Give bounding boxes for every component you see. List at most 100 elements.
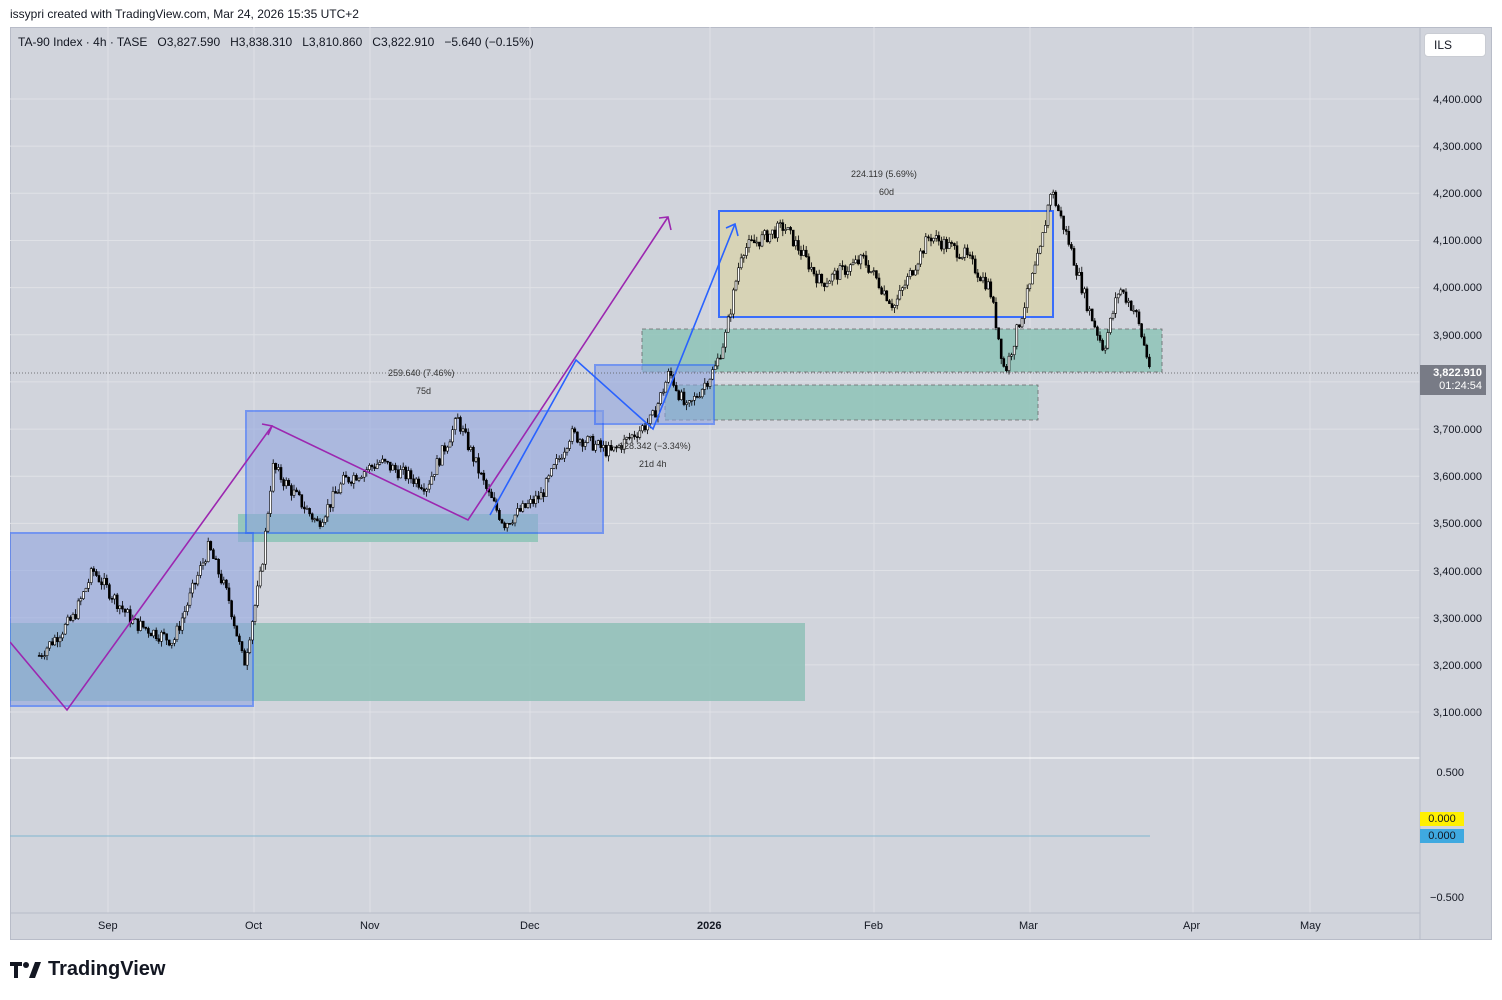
- candle-body: [160, 631, 163, 642]
- candle-body: [810, 267, 813, 270]
- candle-body: [625, 437, 629, 440]
- currency-button[interactable]: ILS: [1424, 33, 1486, 57]
- candle-body: [638, 430, 642, 438]
- candle-body: [162, 631, 166, 635]
- candle-body: [547, 475, 551, 479]
- candle-body: [339, 483, 343, 494]
- candle-body: [651, 410, 655, 416]
- candle-body: [173, 639, 176, 644]
- candle-body: [157, 638, 161, 642]
- candle-body: [1025, 288, 1029, 309]
- candle-body: [664, 381, 668, 393]
- candle-body: [1067, 230, 1071, 245]
- candle-body: [843, 265, 847, 275]
- range-annotation: -128.342 (−3.34%): [616, 441, 691, 451]
- candle-body: [318, 520, 322, 527]
- candle-body: [105, 577, 109, 586]
- candle-body: [726, 316, 730, 333]
- candle-body: [838, 265, 842, 280]
- candle-body: [752, 239, 756, 244]
- candle-body: [1046, 204, 1050, 226]
- candle-body: [906, 276, 909, 286]
- candle-body: [1103, 347, 1107, 351]
- price-tick: 4,200.000: [1433, 188, 1482, 200]
- candle-body: [126, 609, 129, 613]
- candle-body: [485, 479, 488, 489]
- candle-body: [1142, 336, 1146, 346]
- candle-body: [401, 466, 405, 470]
- candle-body: [589, 435, 592, 438]
- candle-body: [461, 428, 465, 432]
- candle-body: [898, 290, 902, 300]
- candle-body: [807, 256, 811, 270]
- candle-body: [110, 598, 114, 600]
- low-value: L3,810.860: [302, 35, 363, 49]
- candle-body: [261, 563, 265, 572]
- candle-body: [609, 445, 613, 451]
- candle-body: [71, 614, 75, 621]
- candle-body: [929, 237, 933, 242]
- candle-body: [134, 618, 137, 621]
- candle-body: [1085, 288, 1089, 311]
- price-tick: 3,900.000: [1433, 330, 1482, 342]
- candle-body: [508, 523, 512, 525]
- candle-body: [1137, 311, 1141, 325]
- candle-body: [817, 273, 821, 284]
- candle-body: [1031, 273, 1034, 285]
- price-tick: 3,300.000: [1433, 613, 1482, 625]
- candle-body: [1114, 297, 1117, 314]
- candle-body: [643, 425, 647, 431]
- candle-body: [703, 382, 707, 390]
- candle-body: [1036, 252, 1039, 266]
- candle-body: [724, 331, 727, 348]
- candle-body: [61, 633, 64, 639]
- candle-body: [594, 443, 597, 451]
- price-chart[interactable]: [10, 27, 1492, 940]
- candle-body: [152, 629, 155, 637]
- symbol-name[interactable]: TA-90 Index · 4h · TASE: [18, 35, 148, 49]
- candle-body: [729, 313, 733, 318]
- candle-body: [856, 259, 860, 265]
- time-tick: Oct: [245, 920, 263, 932]
- candle-body: [950, 242, 954, 244]
- blue-projection-path: [489, 223, 736, 516]
- candle-body: [882, 290, 886, 295]
- candle-body: [586, 436, 590, 443]
- time-tick: Apr: [1183, 920, 1201, 932]
- candle-body: [430, 476, 434, 485]
- candle-body: [386, 460, 389, 463]
- candle-body: [183, 611, 187, 619]
- candle-body: [154, 629, 158, 640]
- candle-body: [986, 281, 990, 290]
- candle-body: [979, 277, 982, 282]
- candle-body: [760, 234, 764, 247]
- candle-body: [214, 558, 218, 560]
- candle-body: [43, 655, 46, 657]
- tradingview-logo[interactable]: TradingView: [10, 958, 165, 981]
- range-box-4: [718, 210, 1054, 318]
- candle-body: [79, 598, 83, 602]
- candle-body: [193, 582, 197, 585]
- candle-body: [880, 287, 883, 295]
- candle-body: [243, 650, 246, 666]
- purple-arrowhead-1: [261, 423, 274, 436]
- candle-body: [466, 431, 470, 451]
- candle-body: [464, 428, 467, 433]
- candle-body: [414, 478, 418, 484]
- candle-body: [862, 254, 865, 257]
- candle-body: [700, 389, 704, 398]
- candle-body: [815, 273, 818, 284]
- candle-body: [947, 242, 951, 249]
- candle-body: [404, 466, 408, 480]
- candle-body: [1044, 225, 1047, 233]
- demand-zone-4: [664, 384, 1039, 421]
- candle-body: [498, 510, 501, 520]
- candle-body: [734, 280, 738, 291]
- candle-body: [924, 236, 928, 254]
- candle-body: [1083, 288, 1086, 294]
- candle-body: [781, 222, 785, 231]
- candle-body: [92, 568, 96, 572]
- candle-body: [521, 503, 525, 512]
- candle-body: [87, 582, 90, 589]
- candle-body: [531, 499, 535, 504]
